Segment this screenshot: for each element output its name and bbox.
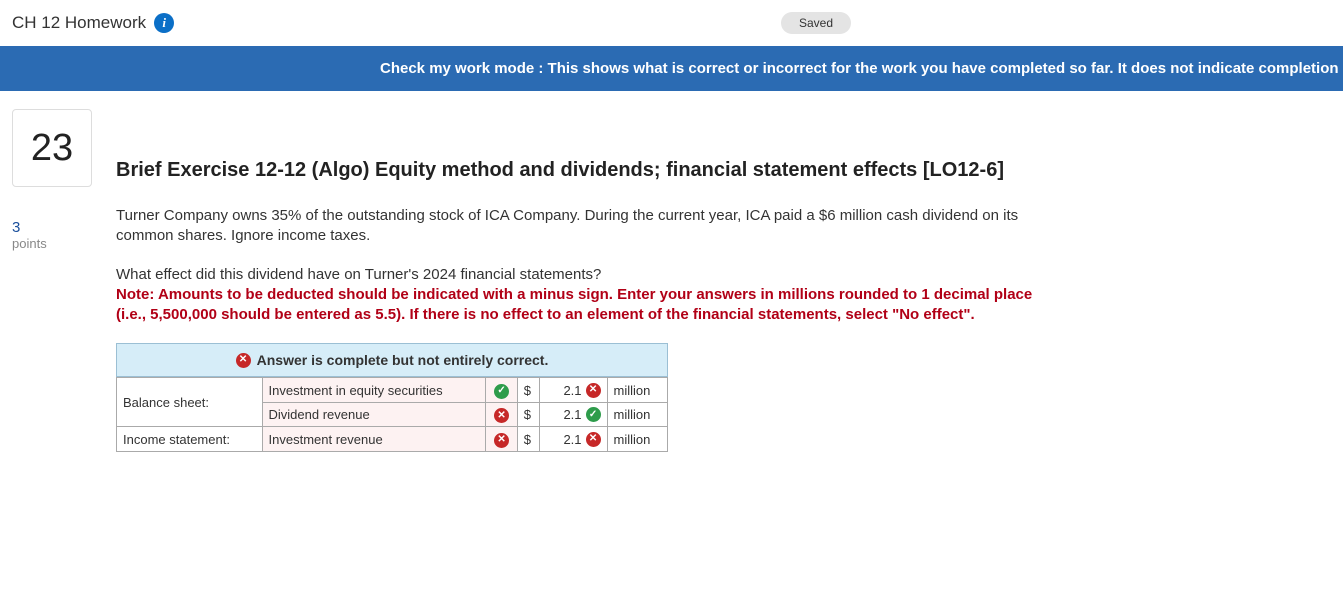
points-value: 3 [12,219,108,236]
homework-title: CH 12 Homework [12,13,146,33]
check-my-work-banner: Check my work mode : This shows what is … [0,46,1343,91]
section-label-balance-sheet: Balance sheet: [117,378,263,427]
answer-status-text: Answer is complete but not entirely corr… [257,352,549,368]
account-mark-cell: ✓ [486,378,517,403]
prompt-paragraph-1: Turner Company owns 35% of the outstandi… [116,206,1056,247]
prompt-note: Note: Amounts to be deducted should be i… [116,286,1032,323]
question-number-box: 23 [12,109,92,187]
account-select[interactable]: Dividend revenue [262,402,486,427]
value-text: 2.1 [563,383,581,398]
x-icon: ✕ [494,408,509,423]
points-label: points [12,236,108,251]
account-mark-cell: ✕ [486,427,517,452]
unit-label: million [607,427,667,452]
saved-badge: Saved [781,12,851,34]
value-input[interactable]: 2.1 ✓ [540,402,607,427]
x-icon: ✕ [494,433,509,448]
answer-status-header: ✕ Answer is complete but not entirely co… [116,343,668,377]
value-input[interactable]: 2.1 ✕ [540,378,607,403]
account-select[interactable]: Investment in equity securities [262,378,486,403]
currency-label: $ [517,427,540,452]
unit-label: million [607,402,667,427]
prompt-paragraph-2: What effect did this dividend have on Tu… [116,265,1056,326]
points-block: 3 points [12,219,108,251]
currency-label: $ [517,402,540,427]
table-row: Income statement: Investment revenue ✕ $… [117,427,668,452]
x-icon: ✕ [586,432,601,447]
value-input[interactable]: 2.1 ✕ [540,427,607,452]
answer-table-wrap: ✕ Answer is complete but not entirely co… [116,343,668,452]
content-wrap: 23 3 points Brief Exercise 12-12 (Algo) … [0,91,1343,452]
value-text: 2.1 [563,432,581,447]
table-row: Balance sheet: Investment in equity secu… [117,378,668,403]
check-icon: ✓ [586,407,601,422]
account-select[interactable]: Investment revenue [262,427,486,452]
top-bar: CH 12 Homework i Saved [0,0,1343,46]
unit-label: million [607,378,667,403]
answer-table: Balance sheet: Investment in equity secu… [116,377,668,452]
info-icon[interactable]: i [154,13,174,33]
x-icon: ✕ [236,353,251,368]
account-mark-cell: ✕ [486,402,517,427]
left-column: 23 3 points [8,109,108,452]
prompt-question-text: What effect did this dividend have on Tu… [116,266,601,283]
currency-label: $ [517,378,540,403]
main-column: Brief Exercise 12-12 (Algo) Equity metho… [108,109,1331,452]
exercise-title: Brief Exercise 12-12 (Algo) Equity metho… [116,159,1271,182]
value-text: 2.1 [563,407,581,422]
section-label-income-statement: Income statement: [117,427,263,452]
x-icon: ✕ [586,383,601,398]
check-icon: ✓ [494,384,509,399]
